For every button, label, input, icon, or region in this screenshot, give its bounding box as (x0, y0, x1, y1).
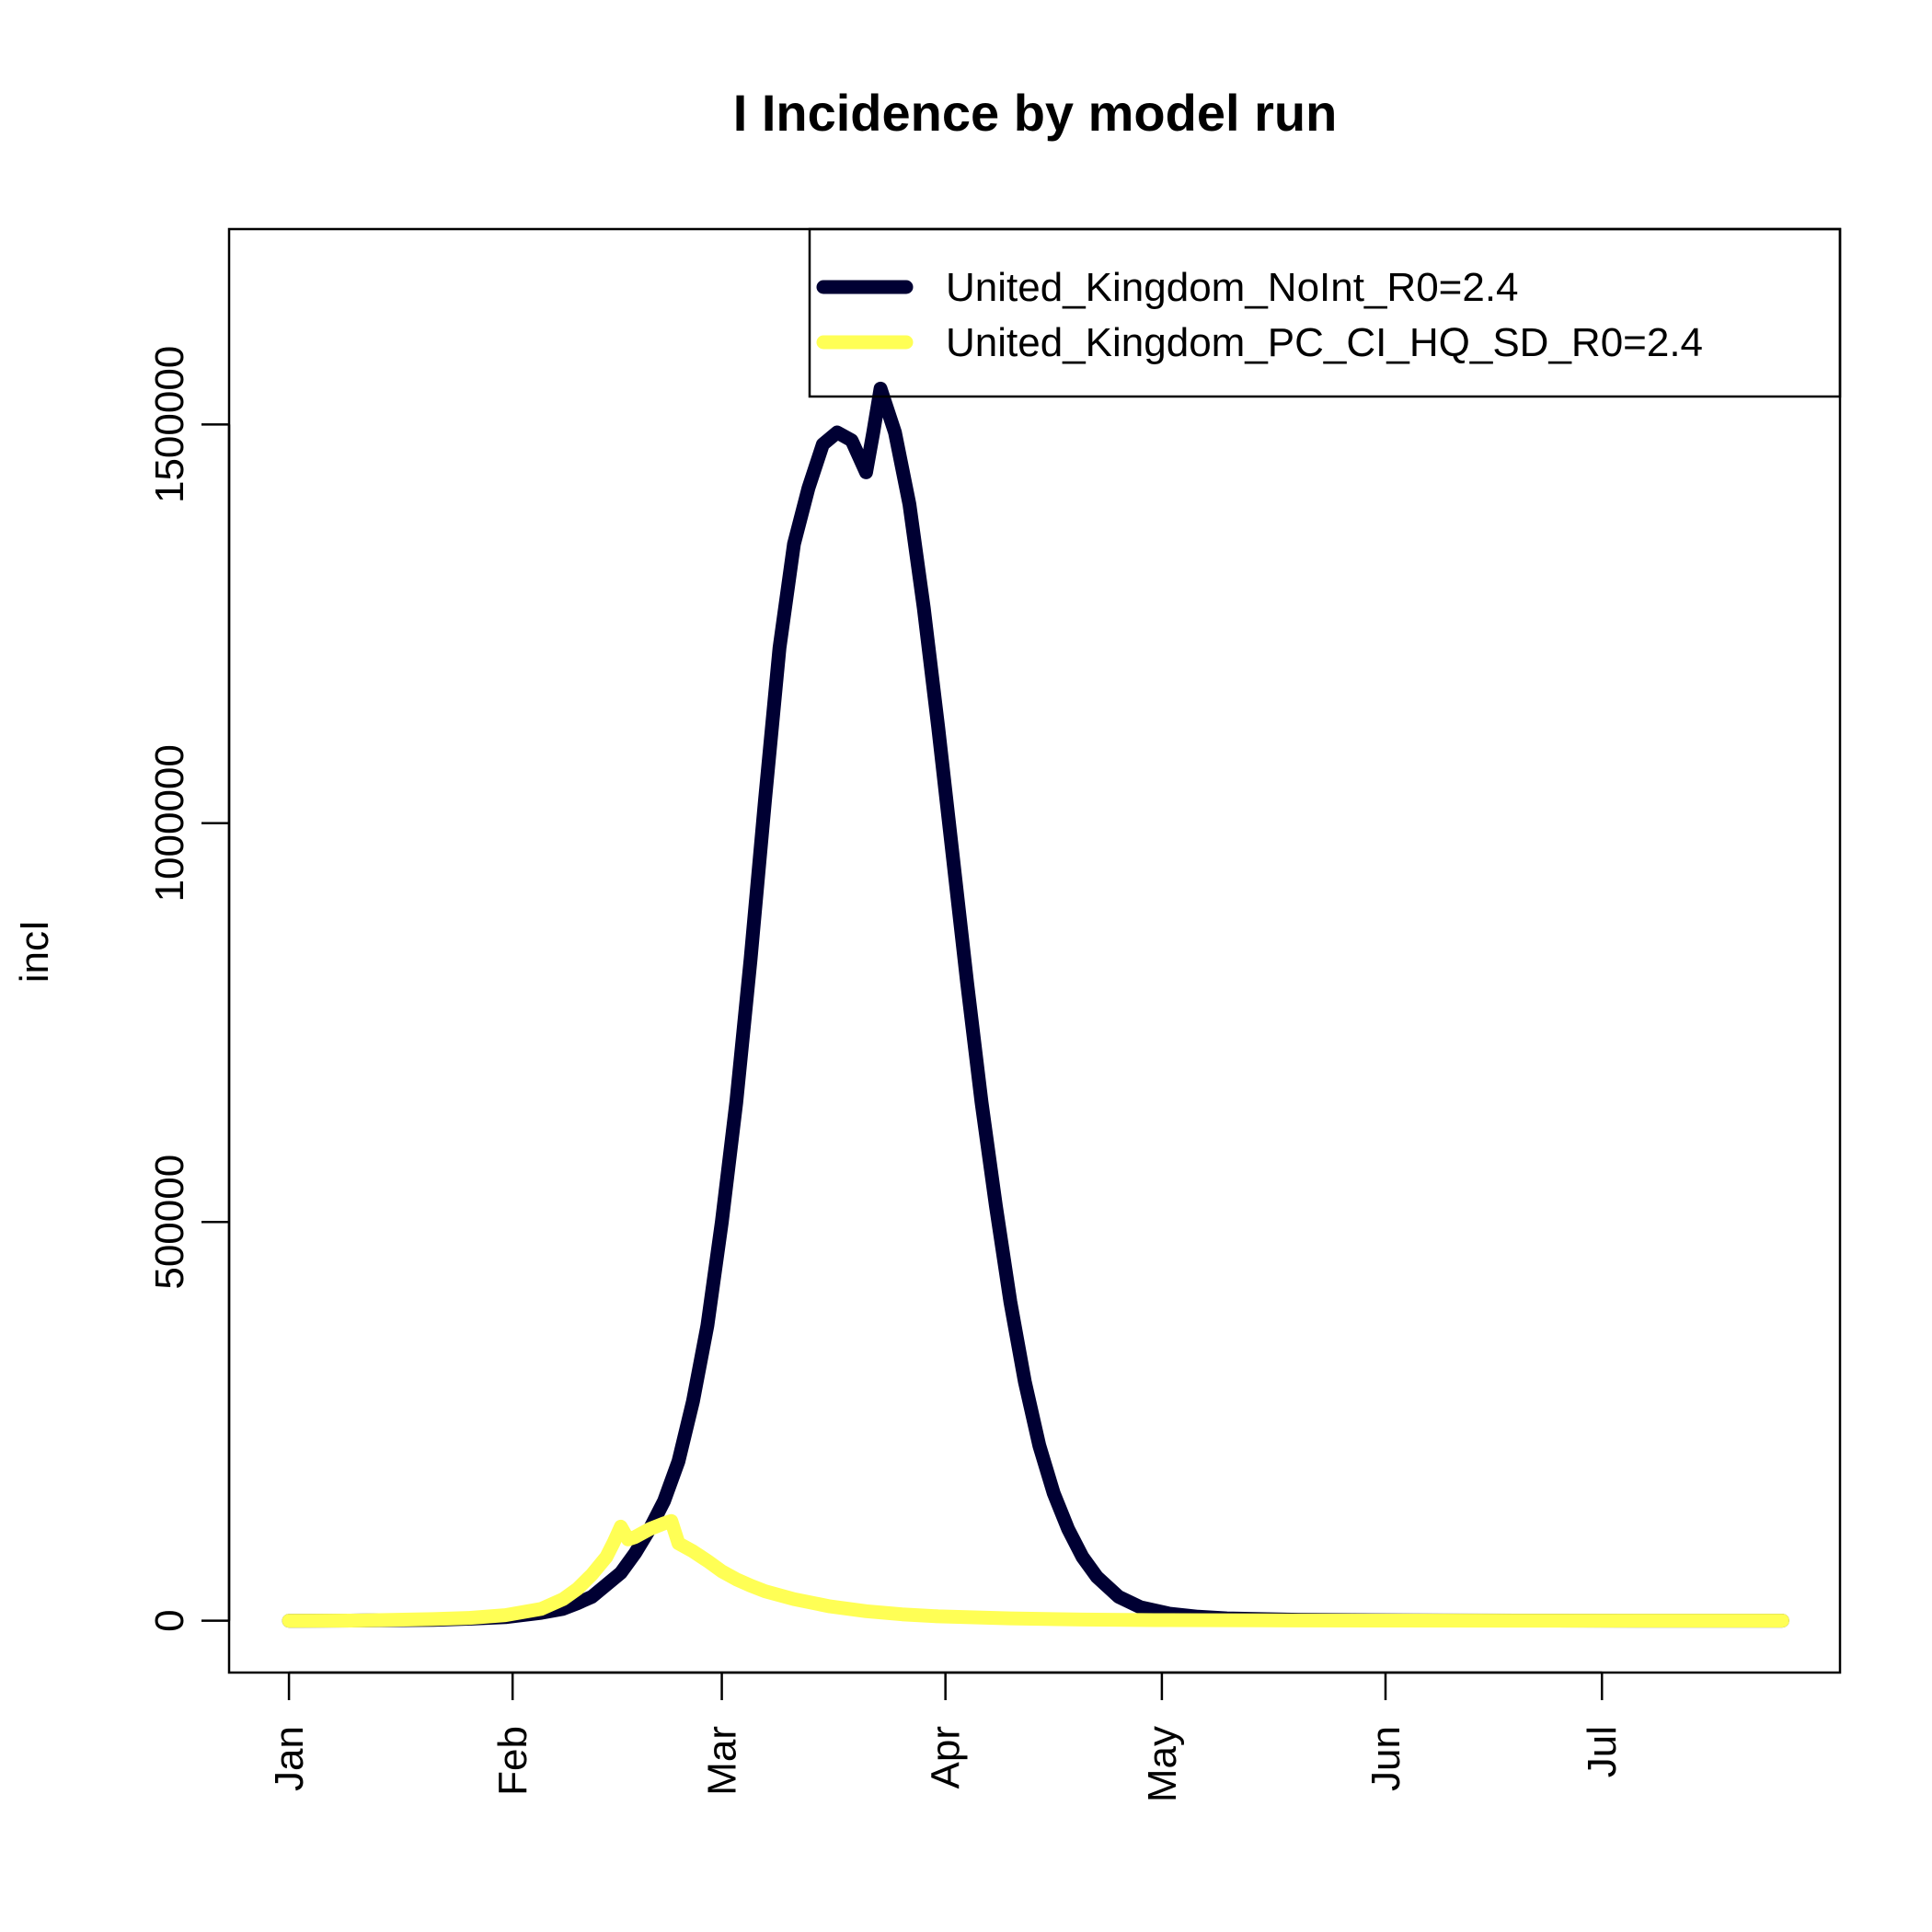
plot-area-frame (227, 227, 1842, 1674)
legend-label-1: United_Kingdom_NoInt_R0=2.4 (946, 265, 1519, 310)
y-axis: 0 500000 1000000 1500000 (147, 346, 231, 1632)
series-layer (282, 381, 1789, 1628)
x-tick-label: Apr (924, 1726, 969, 1788)
series-line-2 (282, 1513, 1789, 1628)
y-axis-label: incI (12, 920, 57, 983)
series-line-1 (282, 381, 1789, 1628)
x-tick-label: May (1140, 1726, 1185, 1802)
y-tick-label: 1500000 (147, 346, 192, 503)
y-tick-label: 0 (147, 1609, 192, 1631)
x-tick-label: Feb (490, 1726, 535, 1796)
x-tick-label: Jul (1580, 1726, 1625, 1777)
legend: United_Kingdom_NoInt_R0=2.4 United_Kingdo… (808, 227, 1842, 398)
x-tick-label: Jan (267, 1726, 312, 1791)
x-axis: Jan Feb Mar Apr May Jun Jul (267, 1671, 1625, 1802)
legend-box (808, 227, 1842, 398)
y-tick-label: 500000 (147, 1155, 192, 1290)
chart-title: I Incidence by model run (733, 84, 1338, 142)
x-tick-label: Mar (700, 1726, 745, 1796)
x-tick-label: Jun (1363, 1726, 1409, 1791)
legend-label-2: United_Kingdom_PC_CI_HQ_SD_R0=2.4 (946, 320, 1703, 365)
y-tick-label: 1000000 (147, 744, 192, 902)
